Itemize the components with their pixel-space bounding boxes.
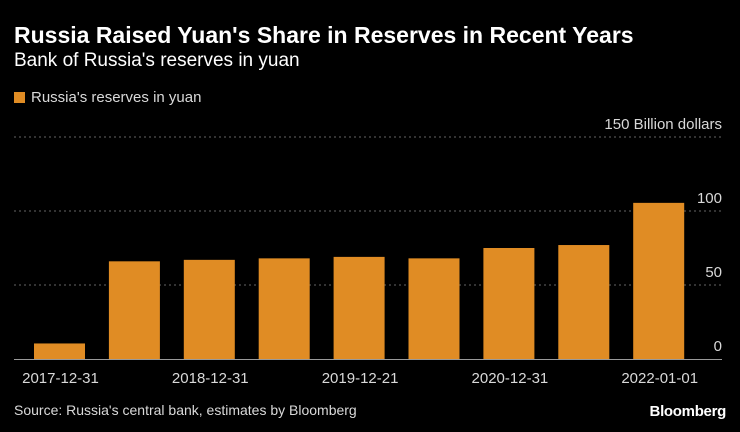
x-tick-label: 2020-12-31 [472, 370, 549, 387]
chart-subtitle: Bank of Russia's reserves in yuan [14, 50, 300, 71]
bar [558, 245, 610, 359]
legend-label: Russia's reserves in yuan [31, 89, 202, 106]
legend-swatch [14, 92, 25, 103]
y-tick-label: 100 [697, 190, 722, 207]
bar [333, 256, 385, 359]
bar [633, 202, 685, 359]
x-tick-label: 2022-01-01 [621, 370, 698, 387]
bar [108, 261, 160, 359]
bar [408, 258, 460, 359]
bar [34, 343, 85, 359]
source-note: Source: Russia's central bank, estimates… [14, 402, 357, 418]
bar [183, 259, 235, 359]
y-tick-label: 0 [714, 338, 722, 355]
bar [258, 258, 310, 359]
x-tick-label: 2017-12-31 [22, 370, 99, 387]
chart-title: Russia Raised Yuan's Share in Reserves i… [14, 22, 634, 48]
x-tick-label: 2019-12-21 [322, 370, 399, 387]
y-tick-label: 50 [705, 264, 722, 281]
x-tick-label: 2018-12-31 [172, 370, 249, 387]
bloomberg-logo: Bloomberg [649, 403, 727, 420]
bar [483, 248, 535, 359]
y-tick-label: 150 Billion dollars [604, 116, 722, 133]
bar-chart: 0 50 100 150 Billion dollars 2017-12-31 2018-… [14, 116, 722, 387]
legend: Russia's reserves in yuan [14, 89, 201, 106]
